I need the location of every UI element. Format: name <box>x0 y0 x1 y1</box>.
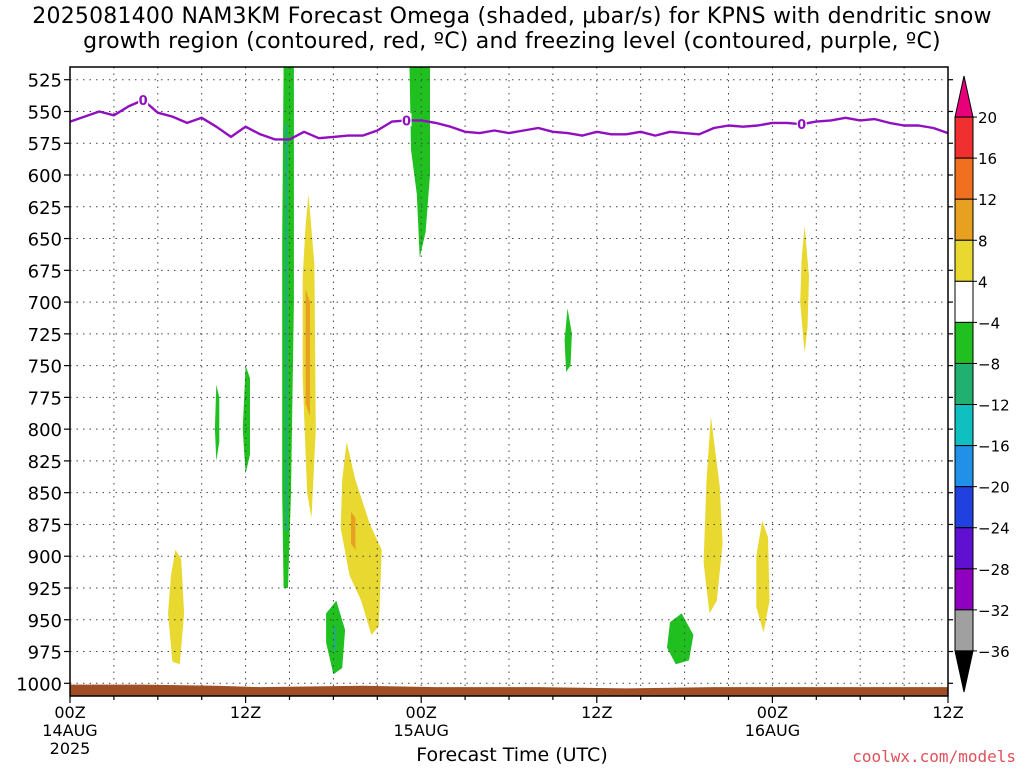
omega-region-2 <box>409 67 430 258</box>
y-axis: 525 550 575 600 625 650 675 700 725 750 775 800 825 8… <box>16 71 953 695</box>
y-tick-label: 675 <box>28 261 62 282</box>
omega-shading-layer <box>168 67 809 675</box>
omega-region-3 <box>242 365 250 474</box>
colorbar-label: −12 <box>978 397 1010 415</box>
omega-region-6 <box>333 626 337 652</box>
colorbar-label: 20 <box>978 109 997 127</box>
colorbar-label: 12 <box>978 191 997 209</box>
colorbar-cell <box>954 486 974 529</box>
colorbar-cell <box>954 280 974 323</box>
y-tick-label: 625 <box>28 198 62 219</box>
y-tick-label: 550 <box>28 102 62 123</box>
y-tick-label: 650 <box>28 230 62 251</box>
omega-region-16 <box>800 225 809 353</box>
freezing-label-bg <box>796 117 807 131</box>
omega-region-7 <box>564 308 572 372</box>
plot-border <box>69 66 949 697</box>
y-tick-label: 900 <box>28 547 62 568</box>
colorbar-label: −28 <box>978 561 1010 579</box>
colorbar-cell <box>954 321 974 364</box>
freezing-label-bg <box>401 113 412 127</box>
omega-region-12 <box>351 511 356 550</box>
y-tick-label: 975 <box>28 643 62 664</box>
y-tick-label: 700 <box>28 293 62 314</box>
colorbar-cap-bottom <box>954 650 974 693</box>
title-line-1: 2025081400 NAM3KM Forecast Omega (shaded… <box>32 4 992 29</box>
freezing-label-bg <box>138 93 149 107</box>
y-tick-label: 1000 <box>16 674 62 695</box>
y-tick-label: 825 <box>28 452 62 473</box>
chart-title: 2025081400 NAM3KM Forecast Omega (shaded… <box>0 4 1024 54</box>
x-axis-label: Forecast Time (UTC) <box>416 744 608 766</box>
omega-region-10 <box>305 289 310 417</box>
colorbar-cap-top <box>954 75 974 118</box>
y-tick-label: 800 <box>28 420 62 441</box>
x-tick-label: 12Z <box>230 703 261 722</box>
colorbar-cell <box>954 116 974 159</box>
y-tick-label: 725 <box>28 325 62 346</box>
freezing-level-layer: 0 0 0 <box>70 93 948 141</box>
colorbar-label: 4 <box>978 273 988 291</box>
freezing-level-label: 0 <box>797 118 806 133</box>
colorbar-cell <box>954 239 974 282</box>
colorbar-label: −32 <box>978 602 1010 620</box>
colorbar-cell <box>954 157 974 200</box>
omega-region-15 <box>756 520 770 633</box>
colorbar-cell <box>954 527 974 570</box>
omega-region-1 <box>285 124 288 531</box>
x-tick-date: 16AUG <box>745 721 800 740</box>
colorbar-label: −24 <box>978 520 1010 538</box>
credit-text: coolwx.com/models <box>852 747 1016 766</box>
y-tick-label: 850 <box>28 484 62 505</box>
colorbar-cell <box>954 445 974 488</box>
y-tick-label: 950 <box>28 611 62 632</box>
colorbar-cell <box>954 609 974 652</box>
colorbar-cell <box>954 404 974 447</box>
x-tick-label: 00Z <box>757 703 788 722</box>
plot-frame <box>69 66 949 697</box>
omega-region-11 <box>340 441 382 635</box>
surface-terrain <box>70 684 948 696</box>
x-tick-label: 00Z <box>54 703 85 722</box>
omega-region-14 <box>703 416 723 614</box>
colorbar-label: −16 <box>978 438 1010 456</box>
colorbar-label: −36 <box>978 643 1010 661</box>
omega-region-0 <box>282 67 294 588</box>
gridlines <box>70 67 948 696</box>
x-tick-label: 12Z <box>581 703 612 722</box>
colorbar-label: 8 <box>978 232 988 250</box>
colorbar-label: −4 <box>978 314 1000 332</box>
surface-terrain-layer <box>70 684 948 696</box>
x-tick-date: 14AUG <box>42 721 97 740</box>
freezing-level-label: 0 <box>402 114 411 129</box>
colorbar: 20 16 12 8 4 −4 −8 −12 −16 −20 −24 −28 −32 −36 <box>954 75 1010 693</box>
title-line-2: growth region (contoured, red, ºC) and f… <box>83 29 941 54</box>
omega-region-8 <box>667 613 694 665</box>
y-tick-label: 600 <box>28 166 62 187</box>
y-tick-label: 775 <box>28 388 62 409</box>
omega-region-13 <box>168 549 185 665</box>
colorbar-cell <box>954 568 974 611</box>
colorbar-label: 16 <box>978 150 997 168</box>
y-tick-label: 925 <box>28 579 62 600</box>
omega-region-4 <box>214 384 220 461</box>
colorbar-cell <box>954 198 974 241</box>
colorbar-cell <box>954 362 974 406</box>
colorbar-label: −20 <box>978 479 1010 497</box>
freezing-level-label: 0 <box>139 94 148 109</box>
colorbar-label: −8 <box>978 355 1000 373</box>
x-tick-label: 00Z <box>406 703 437 722</box>
x-tick-date: 15AUG <box>393 721 448 740</box>
y-tick-label: 525 <box>28 71 62 92</box>
y-tick-label: 875 <box>28 515 62 536</box>
x-tick-label: 12Z <box>932 703 963 722</box>
x-tick-year: 2025 <box>50 739 91 758</box>
y-tick-label: 575 <box>28 134 62 155</box>
y-tick-label: 750 <box>28 357 62 378</box>
